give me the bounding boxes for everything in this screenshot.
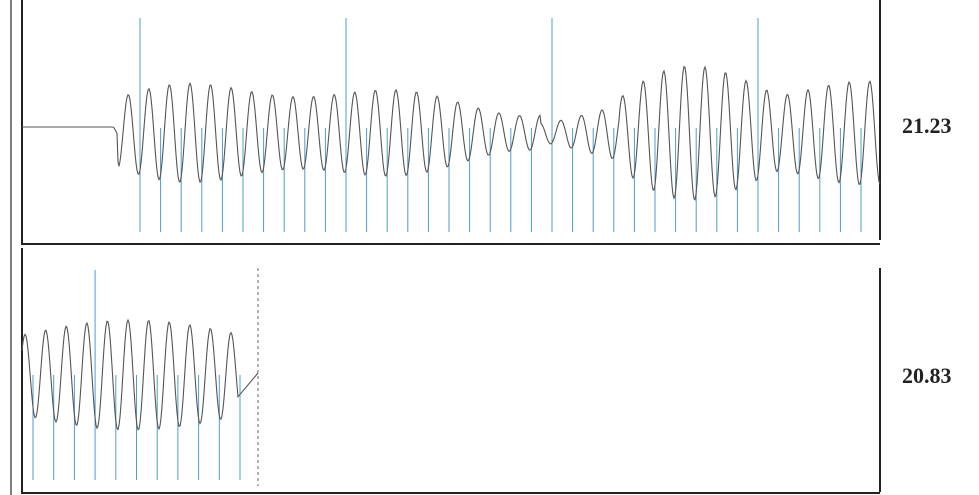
top-panel: 21.23 xyxy=(21,0,952,245)
marker-group xyxy=(32,270,241,480)
value-label: 21.23 xyxy=(902,113,952,138)
waveform xyxy=(22,65,881,201)
value-label: 20.83 xyxy=(902,363,952,388)
marker-group xyxy=(139,18,862,232)
bottom-panel: 20.83 xyxy=(21,248,952,494)
panel-frame xyxy=(21,0,880,245)
waveform xyxy=(21,318,259,431)
panel-frame xyxy=(21,248,880,494)
